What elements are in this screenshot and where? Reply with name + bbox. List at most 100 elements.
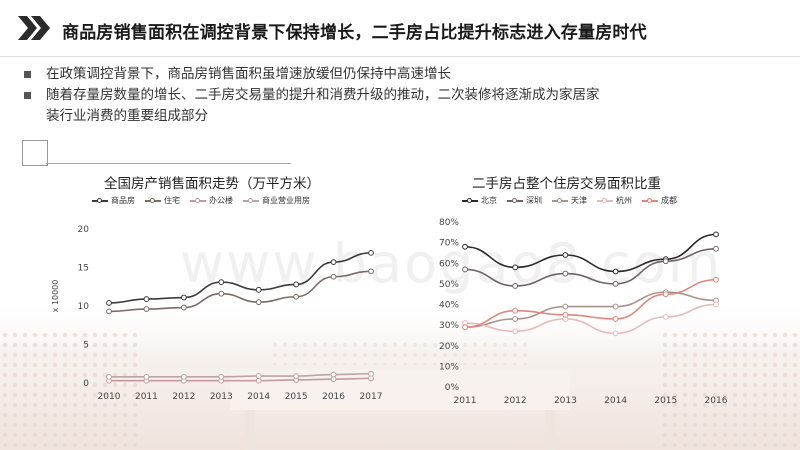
y-tick-label: 15: [78, 264, 89, 274]
data-point: [330, 273, 337, 280]
data-point: [255, 286, 262, 293]
data-point: [512, 283, 519, 289]
y-tick-label: 20: [78, 225, 90, 235]
data-point: [512, 316, 519, 322]
data-point: [612, 268, 619, 275]
data-point: [462, 243, 468, 250]
title-divider: [0, 56, 800, 57]
left-chart-title: 全国房产销售面积走势（万平方米）: [104, 176, 320, 192]
data-point: [180, 304, 187, 311]
data-point: [612, 303, 619, 310]
x-tick-label: 2014: [604, 396, 627, 406]
legend-label: 天津: [571, 196, 587, 205]
data-point: [255, 377, 262, 384]
data-point: [180, 373, 187, 380]
y-tick-label: 30%: [439, 321, 459, 331]
legend-swatch: [92, 197, 108, 203]
data-point: [143, 373, 150, 380]
data-point: [330, 371, 337, 378]
bullet-text: 装行业消费的重要组成部分: [46, 108, 208, 124]
series-line-0: [464, 233, 717, 273]
legend-swatch: [243, 197, 259, 203]
data-point: [562, 252, 569, 258]
y-tick-label: 20%: [439, 342, 459, 352]
bullet-square-icon: [24, 92, 31, 99]
background-photo: [0, 300, 800, 450]
data-point: [512, 328, 519, 335]
data-point: [143, 296, 150, 302]
page-title: 商品房销售面积在调控背景下保持增长，二手房占比提升标志进入存量房时代: [62, 23, 647, 43]
series-line-1: [464, 248, 717, 287]
data-point: [713, 276, 719, 283]
legend-swatch: [642, 197, 658, 203]
y-tick-label: 70%: [439, 239, 459, 249]
data-point: [462, 266, 468, 273]
legend-item: 商业营业用房: [243, 195, 310, 206]
decorative-square: [22, 140, 48, 166]
legend-label: 办公楼: [209, 196, 233, 205]
legend-item: 深圳: [507, 195, 542, 206]
legend-item: 商品房: [92, 195, 135, 206]
legend-label: 商业营业用房: [262, 196, 310, 205]
data-point: [562, 270, 569, 277]
double-chevron-icon: [18, 16, 50, 40]
x-tick-label: 2013: [554, 396, 577, 406]
legend-label: 杭州: [616, 196, 632, 205]
bullet-square-icon: [24, 71, 31, 78]
series-line-4: [464, 278, 717, 328]
legend-label: 住宅: [164, 196, 180, 205]
left-chart: 0 5 10 15 20 2010 2011 2012 2013 2014 2015 2016 2017…: [51, 225, 383, 402]
legend-swatch: [552, 197, 568, 203]
x-tick-label: 2011: [454, 396, 477, 406]
data-point: [218, 279, 225, 286]
legend-item: 天津: [552, 195, 587, 206]
data-point: [293, 293, 300, 300]
x-tick-label: 2015: [285, 392, 308, 402]
y-tick-label: 10%: [439, 362, 459, 372]
data-point: [713, 245, 719, 252]
legend-swatch: [190, 197, 206, 203]
watermark: www.baogao8.com: [180, 232, 723, 295]
data-point: [713, 301, 719, 308]
data-point: [612, 280, 619, 287]
legend-item: 办公楼: [190, 195, 233, 206]
legend-item: 成都: [642, 195, 677, 206]
data-point: [713, 231, 719, 238]
data-point: [662, 258, 669, 265]
series-line-0: [108, 252, 372, 304]
right-chart-legend: 北京 深圳 天津 杭州 成都: [462, 195, 687, 206]
y-tick-label: 0%: [445, 383, 460, 393]
data-point: [512, 264, 519, 271]
legend-swatch: [145, 197, 161, 203]
data-point: [368, 375, 374, 382]
data-point: [255, 373, 262, 379]
data-point: [368, 249, 374, 256]
data-point: [462, 324, 468, 331]
legend-item: 北京: [462, 195, 497, 206]
legend-item: 住宅: [145, 195, 180, 206]
data-point: [562, 311, 569, 318]
series-line-3: [108, 372, 372, 378]
series-line-2: [464, 291, 717, 328]
x-tick-label: 2017: [360, 392, 383, 402]
y-tick-label: 60%: [439, 259, 459, 269]
x-tick-label: 2011: [135, 392, 158, 402]
data-point: [368, 268, 374, 275]
legend-label: 北京: [481, 196, 497, 205]
data-point: [562, 303, 569, 310]
data-point: [662, 291, 669, 298]
data-point: [612, 330, 619, 337]
data-point: [143, 306, 150, 312]
data-point: [218, 290, 225, 297]
left-chart-legend: 商品房 住宅 办公楼 商业营业用房: [92, 195, 320, 206]
data-point: [218, 373, 225, 380]
y-tick-label: 5: [83, 341, 89, 351]
legend-swatch: [507, 197, 523, 203]
bullet-item-continued: 装行业消费的重要组成部分: [22, 106, 762, 127]
bullet-text: 在政策调控背景下，商品房销售面积虽增速放缓但仍保持中高速增长: [46, 66, 451, 82]
bullet-text: 随着存量房数量的增长、二手房交易量的提升和消费升级的推动，二次装修将逐渐成为家居…: [46, 87, 600, 103]
bullet-item: 随着存量房数量的增长、二手房交易量的提升和消费升级的推动，二次装修将逐渐成为家居…: [22, 85, 762, 106]
y-tick-label: 10: [78, 302, 90, 312]
data-point: [330, 376, 337, 383]
decorative-line: [46, 163, 291, 164]
